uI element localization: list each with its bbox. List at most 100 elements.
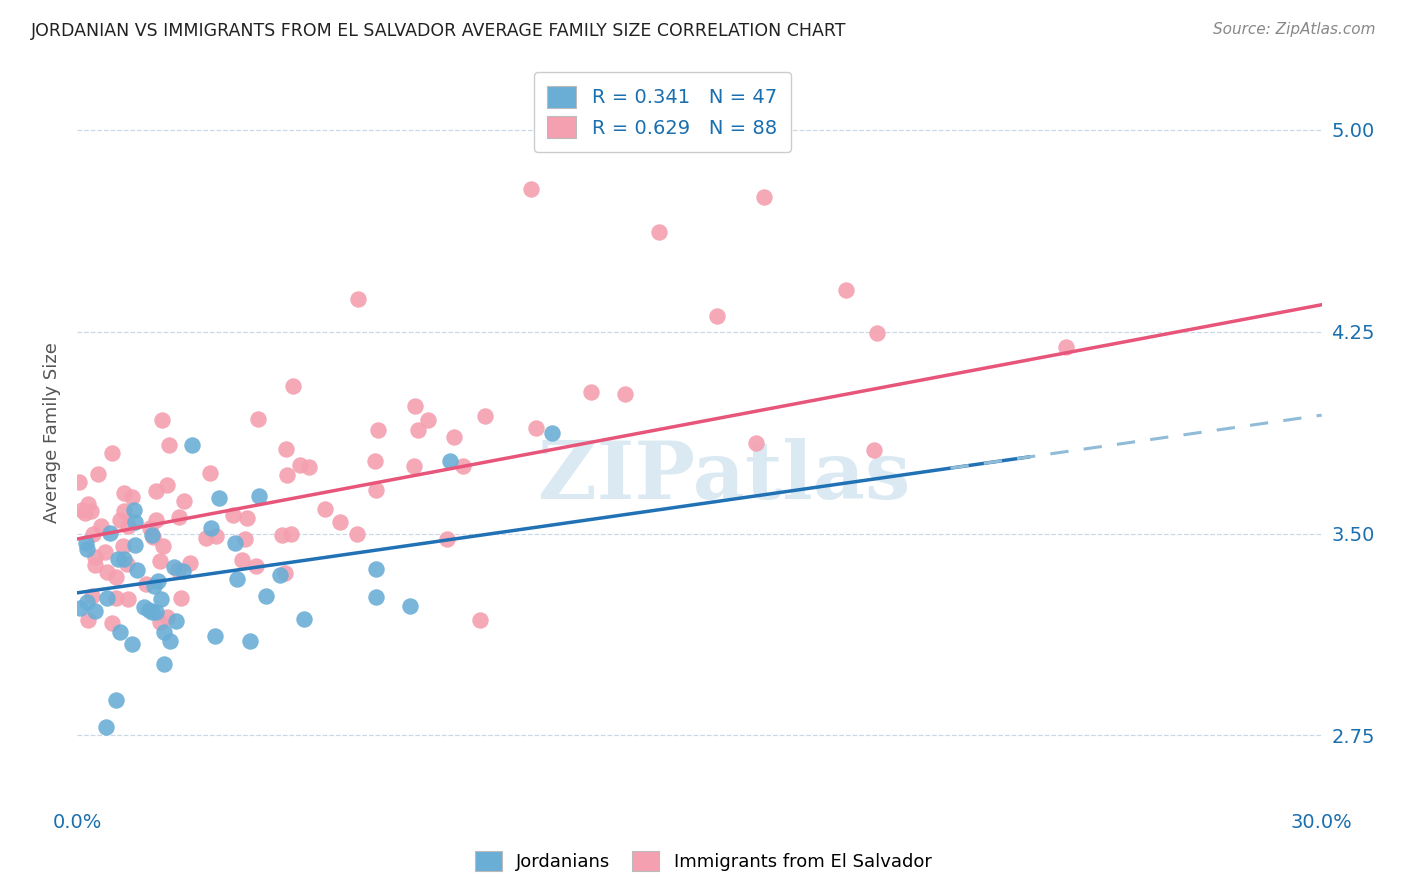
Point (76, 595, 98, 609)
Point (224, 536, 246, 550)
Point (107, 552, 129, 566)
Point (292, 612, 315, 626)
Point (347, 293, 370, 307)
Point (172, 564, 194, 578)
Point (226, 572, 249, 586)
Point (404, 399, 426, 413)
Point (156, 477, 179, 491)
Point (179, 556, 201, 570)
Point (329, 515, 352, 529)
Point (108, 513, 131, 527)
Point (82, 527, 104, 541)
Point (121, 490, 143, 504)
Point (157, 438, 180, 452)
Point (117, 592, 139, 607)
Point (67, 475, 90, 490)
Legend: Jordanians, Immigrants from El Salvador: Jordanians, Immigrants from El Salvador (467, 844, 939, 879)
Point (648, 225, 671, 239)
Point (98, 526, 121, 541)
Point (138, 603, 160, 617)
Point (77, 613, 100, 627)
Point (149, 554, 172, 568)
Point (443, 430, 465, 444)
Point (439, 453, 461, 467)
Point (579, 385, 602, 400)
Point (402, 458, 425, 473)
Point (364, 562, 387, 576)
Point (364, 453, 387, 467)
Point (124, 515, 146, 529)
Y-axis label: Average Family Size: Average Family Size (42, 343, 60, 523)
Point (269, 568, 291, 582)
Point (366, 590, 388, 604)
Point (69, 601, 91, 615)
Point (153, 625, 176, 640)
Point (205, 529, 228, 543)
Point (236, 511, 259, 525)
Point (346, 526, 368, 541)
Point (524, 420, 547, 434)
Point (142, 579, 165, 593)
Point (468, 613, 491, 627)
Point (208, 491, 231, 506)
Text: Source: ZipAtlas.com: Source: ZipAtlas.com (1212, 22, 1375, 37)
Point (132, 600, 155, 615)
Point (76, 542, 98, 557)
Point (112, 486, 135, 500)
Point (146, 574, 169, 588)
Point (145, 605, 167, 619)
Point (706, 309, 728, 323)
Point (167, 509, 190, 524)
Point (195, 531, 218, 545)
Point (418, 413, 440, 427)
Point (121, 636, 143, 650)
Point (124, 538, 146, 552)
Point (145, 483, 167, 498)
Point (613, 387, 636, 401)
Point (364, 483, 387, 498)
Point (752, 190, 775, 204)
Point (399, 599, 422, 613)
Point (141, 527, 163, 541)
Point (82, 589, 104, 603)
Point (117, 519, 139, 533)
Point (298, 459, 321, 474)
Point (152, 539, 174, 553)
Point (149, 615, 172, 629)
Text: ZIPatlas: ZIPatlas (538, 438, 911, 516)
Point (274, 442, 297, 456)
Point (280, 527, 302, 541)
Point (406, 424, 429, 438)
Point (100, 615, 122, 630)
Point (245, 558, 267, 573)
Point (541, 425, 564, 440)
Point (835, 283, 858, 297)
Point (865, 326, 887, 341)
Point (276, 467, 298, 482)
Point (159, 633, 181, 648)
Point (436, 532, 458, 546)
Point (138, 521, 160, 535)
Point (173, 494, 195, 508)
Point (170, 591, 193, 605)
Point (112, 552, 135, 566)
Point (115, 557, 138, 571)
Point (288, 458, 311, 472)
Point (152, 657, 174, 672)
Point (145, 513, 167, 527)
Point (162, 560, 184, 574)
Point (231, 553, 253, 567)
Point (105, 570, 128, 584)
Point (520, 182, 543, 196)
Point (246, 412, 269, 426)
Point (1054, 339, 1077, 353)
Point (254, 589, 277, 603)
Point (96, 565, 118, 579)
Point (367, 423, 389, 437)
Point (105, 591, 128, 606)
Point (283, 379, 305, 393)
Point (141, 605, 163, 619)
Point (200, 521, 222, 535)
Point (90, 518, 112, 533)
Point (239, 634, 262, 648)
